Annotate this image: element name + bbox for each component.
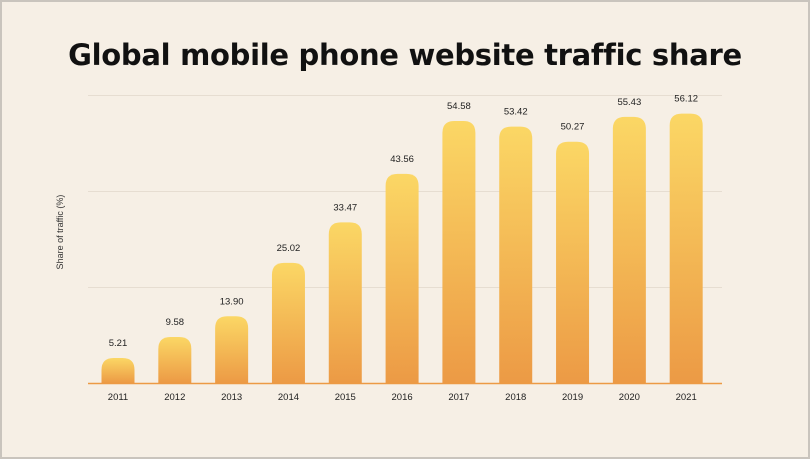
data-label-2018: 53.42 [504, 107, 528, 118]
x-tick-2014: 2014 [278, 392, 299, 403]
x-tick-2015: 2015 [335, 392, 356, 403]
bar-2015 [328, 222, 362, 383]
x-tick-2020: 2020 [619, 392, 640, 403]
chart-title: Global mobile phone website traffic shar… [68, 38, 742, 72]
bars [101, 113, 703, 384]
data-label-2017: 54.58 [447, 101, 471, 112]
x-tick-2016: 2016 [392, 392, 413, 403]
data-labels: 5.21 9.58 13.90 25.02 33.47 43.56 54.58 53.42 50… [109, 94, 698, 349]
bar-2013 [215, 316, 249, 383]
data-label-2019: 50.27 [561, 122, 585, 133]
bar-2021 [669, 113, 703, 384]
x-tick-labels: 2011 2012 2013 2014 2015 2016 2017 2018 2019 2020… [108, 392, 697, 403]
data-label-2020: 55.43 [617, 97, 641, 108]
x-tick-2021: 2021 [676, 392, 697, 403]
bar-2019 [556, 141, 590, 383]
bar-2012 [158, 337, 192, 383]
bar-2016 [385, 173, 419, 383]
x-tick-2019: 2019 [562, 392, 583, 403]
data-label-2013: 13.90 [220, 296, 244, 307]
x-tick-2018: 2018 [505, 392, 526, 403]
x-tick-2017: 2017 [448, 392, 469, 403]
x-tick-2013: 2013 [221, 392, 242, 403]
data-label-2021: 56.12 [674, 94, 698, 105]
data-label-2014: 25.02 [277, 243, 301, 254]
data-label-2016: 43.56 [390, 154, 414, 165]
data-label-2011: 5.21 [109, 338, 128, 349]
bar-2020 [612, 116, 646, 383]
data-label-2012: 9.58 [166, 317, 185, 328]
bar-2011 [101, 357, 135, 383]
x-tick-2011: 2011 [108, 392, 128, 403]
x-tick-2012: 2012 [164, 392, 185, 403]
bar-2017 [442, 121, 476, 384]
data-label-2015: 33.47 [333, 202, 357, 213]
bar-2014 [271, 262, 305, 383]
bar-2018 [499, 126, 533, 384]
